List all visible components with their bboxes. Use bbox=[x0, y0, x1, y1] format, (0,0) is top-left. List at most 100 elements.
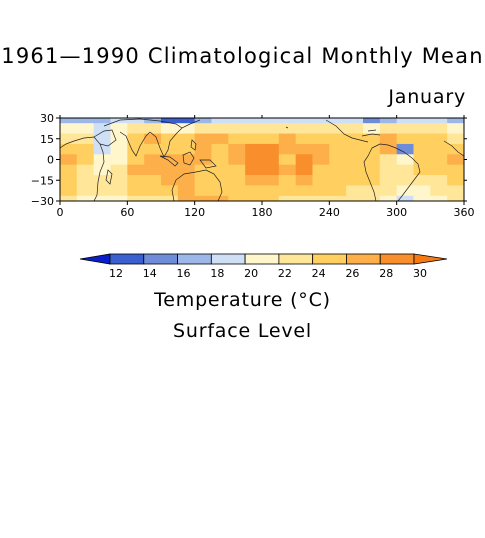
x-tick-label: 0 bbox=[57, 206, 64, 219]
heatmap-cell bbox=[211, 133, 229, 145]
heatmap-cell bbox=[363, 175, 381, 187]
heatmap-cell bbox=[329, 164, 347, 176]
heatmap-cell bbox=[379, 123, 398, 135]
colorbar-tick-label: 26 bbox=[345, 267, 359, 280]
heatmap-cell bbox=[363, 123, 381, 135]
heatmap-cell bbox=[295, 175, 314, 187]
heatmap-cell bbox=[312, 118, 330, 124]
heatmap-cell bbox=[363, 133, 381, 145]
heatmap-cell bbox=[262, 185, 280, 197]
x-tick-label: 300 bbox=[386, 206, 407, 219]
colorbar-tick-label: 28 bbox=[379, 267, 393, 280]
heatmap-cell bbox=[447, 185, 464, 197]
colorbar-segment bbox=[109, 253, 145, 265]
heatmap-cell bbox=[60, 118, 78, 124]
heatmap-cell bbox=[413, 123, 431, 135]
heatmap-cell bbox=[329, 118, 347, 124]
colorbar-segment bbox=[143, 253, 178, 265]
heatmap-cell bbox=[127, 133, 145, 145]
heatmap-cell bbox=[430, 123, 448, 135]
heatmap-cell bbox=[262, 195, 280, 201]
coastline-australia bbox=[171, 169, 223, 201]
heatmap-cell bbox=[93, 123, 112, 135]
heatmap-cell bbox=[346, 164, 364, 176]
heatmap-cell bbox=[60, 154, 78, 166]
heatmap-cell bbox=[312, 133, 330, 145]
heatmap-cell bbox=[144, 154, 162, 166]
colorbar-arrow-low bbox=[79, 253, 111, 265]
heatmap-cell bbox=[329, 185, 347, 197]
heatmap-cell bbox=[76, 118, 95, 124]
heatmap-cell bbox=[295, 154, 314, 166]
heatmap-cell bbox=[144, 175, 162, 187]
coastline-madagascar bbox=[105, 169, 113, 185]
heatmap-cell bbox=[161, 154, 179, 166]
colorbar-tick-label: 30 bbox=[413, 267, 427, 280]
heatmap-cell bbox=[379, 185, 398, 197]
heatmap-cell bbox=[413, 118, 431, 124]
heatmap-cell bbox=[262, 118, 280, 124]
heatmap-cell bbox=[379, 164, 398, 176]
heatmap-cell bbox=[93, 154, 112, 166]
heatmap-cell bbox=[228, 195, 246, 201]
coastline-hawaii bbox=[285, 126, 289, 129]
heatmap-cell bbox=[93, 133, 112, 145]
colorbar-tick-label: 22 bbox=[278, 267, 292, 280]
coastline-south-america bbox=[363, 143, 421, 201]
coastline-caribbean bbox=[361, 129, 381, 137]
heatmap-cell bbox=[295, 118, 314, 124]
heatmap-cell bbox=[447, 164, 464, 176]
heatmap-cell bbox=[110, 185, 128, 197]
heatmap-cell bbox=[295, 143, 314, 155]
heatmap-cell bbox=[312, 123, 330, 135]
heatmap-cell bbox=[211, 164, 229, 176]
heatmap-cell bbox=[76, 175, 95, 187]
heatmap-cell bbox=[413, 185, 431, 197]
heatmap-cell bbox=[194, 133, 213, 145]
heatmap-cell bbox=[396, 154, 415, 166]
heatmap-cell bbox=[245, 154, 263, 166]
heatmap-cell bbox=[262, 164, 280, 176]
heatmap-cell bbox=[346, 195, 364, 201]
heatmap-cell bbox=[430, 118, 448, 124]
heatmap-cell bbox=[363, 118, 381, 124]
coastline-west-africa bbox=[443, 140, 464, 157]
heatmap-cell bbox=[110, 175, 128, 187]
heatmap-cell bbox=[110, 195, 128, 201]
heatmap-cell bbox=[93, 118, 112, 124]
colorbar-segment bbox=[177, 253, 212, 265]
heatmap-cell bbox=[312, 185, 330, 197]
coastline-philippines bbox=[190, 139, 197, 151]
heatmap-cell bbox=[161, 195, 179, 201]
heatmap-cell bbox=[346, 154, 364, 166]
heatmap-cell bbox=[76, 123, 95, 135]
heatmap-cell bbox=[413, 195, 431, 201]
heatmap-cell bbox=[211, 195, 229, 201]
heatmap-cell bbox=[346, 175, 364, 187]
heatmap-cell bbox=[447, 154, 464, 166]
colorbar-segment bbox=[210, 253, 246, 265]
heatmap-cell bbox=[312, 195, 330, 201]
heatmap-cell bbox=[144, 133, 162, 145]
coastline-borneo bbox=[182, 151, 195, 166]
heatmap-cell bbox=[161, 143, 179, 155]
y-tick-label: 15 bbox=[40, 133, 54, 146]
heatmap-cell bbox=[363, 185, 381, 197]
colorbar-tick-label: 24 bbox=[312, 267, 326, 280]
heatmap-cell bbox=[430, 154, 448, 166]
heatmap-cell bbox=[144, 123, 162, 135]
heatmap-cell bbox=[144, 118, 162, 124]
heatmap-cell bbox=[447, 133, 464, 145]
heatmap-cell bbox=[144, 195, 162, 201]
colorbar-segment bbox=[379, 253, 415, 265]
heatmap-cell bbox=[177, 154, 196, 166]
heatmap-cell bbox=[127, 123, 145, 135]
heatmap-cell bbox=[396, 123, 415, 135]
y-tick-label: −30 bbox=[31, 195, 54, 208]
heatmap-cell bbox=[312, 164, 330, 176]
heatmap-cell bbox=[245, 175, 263, 187]
coastline-overlay bbox=[60, 118, 464, 201]
y-tick-label: 30 bbox=[40, 112, 54, 125]
heatmap-cell bbox=[245, 164, 263, 176]
heatmap-cell bbox=[60, 195, 78, 201]
